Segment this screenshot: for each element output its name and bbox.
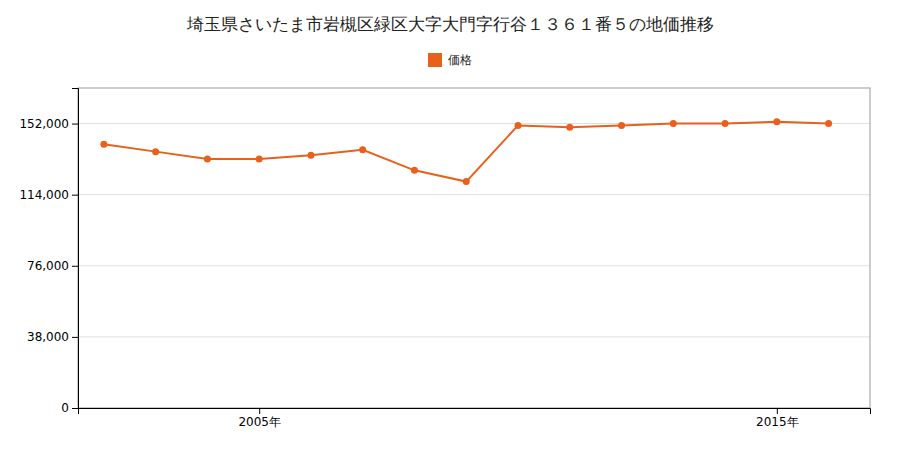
tick-mark (72, 337, 78, 338)
data-point (411, 167, 418, 174)
tick-label: 2015年 (756, 415, 799, 429)
tick-label: 2005年 (238, 415, 281, 429)
data-point (515, 122, 522, 129)
data-point (359, 146, 366, 153)
axis-domain (72, 89, 79, 409)
chart-svg: 埼玉県さいたま市岩槻区緑区大字大門字行谷１３６１番５の地価推移 2005年 2015… (0, 0, 900, 450)
tick: 152,000 (19, 117, 78, 131)
plot-area: 2005年 2015年 0 38,000 76,000 114,000 152,000 (19, 88, 870, 429)
data-point (256, 156, 263, 163)
tick-mark (72, 195, 78, 196)
tick-label: 152,000 (19, 117, 69, 131)
grid (78, 124, 870, 408)
grid-line (78, 336, 870, 337)
tick-mark (72, 408, 78, 409)
data-point (618, 122, 625, 129)
tick-label: 0 (61, 401, 69, 415)
tick-label: 76,000 (27, 259, 69, 273)
tick: 114,000 (19, 188, 78, 202)
series-line (104, 122, 829, 182)
legend-swatch (428, 53, 442, 67)
grid-line (78, 194, 870, 195)
marks (100, 118, 832, 185)
data-point (307, 152, 314, 159)
data-point (152, 148, 159, 155)
legend-label: 価格 (448, 53, 472, 67)
tick: 2015年 (756, 408, 799, 429)
data-point (670, 120, 677, 127)
tick: 38,000 (27, 330, 78, 344)
y-axis: 0 38,000 76,000 114,000 152,000 (19, 89, 78, 416)
legend: 価格 (428, 53, 472, 67)
tick: 0 (61, 401, 78, 415)
data-point (566, 124, 573, 131)
tick-mark (259, 408, 260, 414)
data-point (463, 178, 470, 185)
plot-frame (78, 88, 870, 408)
legend-item: 価格 (428, 53, 472, 67)
tick-mark (777, 408, 778, 414)
tick-label: 114,000 (19, 188, 69, 202)
tick: 76,000 (27, 259, 78, 273)
data-point (825, 120, 832, 127)
data-point (100, 141, 107, 148)
chart-container: 埼玉県さいたま市岩槻区緑区大字大門字行谷１３６１番５の地価推移 2005年 2015… (0, 0, 900, 450)
data-point (773, 118, 780, 125)
tick-label: 38,000 (27, 330, 69, 344)
grid-line (78, 265, 870, 266)
tick-mark (72, 124, 78, 125)
chart-title: 埼玉県さいたま市岩槻区緑区大字大門字行谷１３６１番５の地価推移 (186, 14, 714, 34)
axis-domain (79, 409, 871, 415)
data-point (722, 120, 729, 127)
x-axis: 2005年 2015年 (79, 408, 871, 429)
tick-mark (72, 266, 78, 267)
tick: 2005年 (238, 408, 281, 429)
data-point (204, 156, 211, 163)
